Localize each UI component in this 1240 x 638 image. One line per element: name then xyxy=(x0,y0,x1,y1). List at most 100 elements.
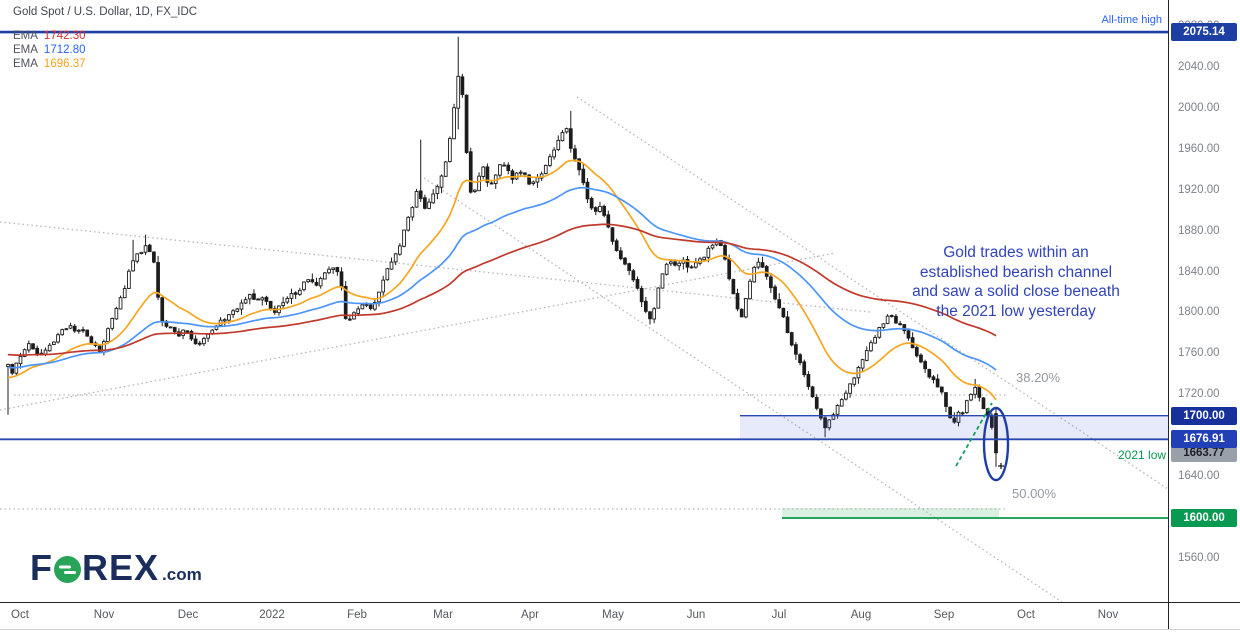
candle-body xyxy=(381,279,386,293)
candle-body xyxy=(635,279,640,289)
candle-body xyxy=(577,158,581,171)
month-label-Mar: Mar xyxy=(433,609,453,621)
candle-body xyxy=(22,349,27,357)
price-badge-1700.00: 1700.00 xyxy=(1171,406,1237,425)
candle-body xyxy=(360,304,365,310)
candle-body xyxy=(919,354,923,363)
candle-body xyxy=(964,400,969,414)
candle-body xyxy=(744,298,748,318)
ema-legend-row[interactable]: EMA 1742.30 xyxy=(13,30,86,42)
candle-body xyxy=(118,297,123,310)
candle-body xyxy=(252,293,256,300)
candlestick-series xyxy=(6,36,998,467)
month-label-Nov: Nov xyxy=(93,609,115,621)
candle-body xyxy=(952,417,957,423)
channel-trendline[interactable] xyxy=(423,177,1063,602)
candle-body xyxy=(894,315,898,324)
candle-body xyxy=(527,174,531,185)
candle-body xyxy=(873,337,877,344)
month-label-2022: 2022 xyxy=(259,609,285,621)
ema-line-20[interactable] xyxy=(7,159,997,401)
candle-body xyxy=(356,308,361,314)
candle-body xyxy=(172,327,177,333)
support-target-zone[interactable] xyxy=(782,508,999,518)
candle-body xyxy=(143,245,148,253)
candle-body xyxy=(452,107,456,140)
candle-body xyxy=(6,364,10,367)
price-badge-2075.14: 2075.14 xyxy=(1171,23,1237,42)
ema-line-100[interactable] xyxy=(7,223,997,356)
price-axis[interactable]: 2080.002040.002000.001960.001920.001880.… xyxy=(1169,0,1240,629)
candle-body xyxy=(364,304,369,307)
candle-body xyxy=(243,299,248,304)
candle-body xyxy=(281,302,285,306)
candle-body xyxy=(898,323,902,326)
green-dashed-trendline[interactable] xyxy=(955,402,993,467)
candle-body xyxy=(606,214,611,228)
channel-trendline[interactable] xyxy=(0,252,836,411)
price-tick-label: 1640.00 xyxy=(1178,470,1220,483)
candle-body xyxy=(523,172,527,175)
candle-body xyxy=(502,164,506,167)
highlight-ellipse[interactable] xyxy=(982,406,1010,482)
candle-body xyxy=(760,262,765,268)
candle-body xyxy=(656,287,661,309)
candle-body xyxy=(435,186,440,194)
candle-body xyxy=(110,318,115,329)
candle-body xyxy=(723,244,727,260)
candle-body xyxy=(368,304,373,309)
candle-body xyxy=(960,412,965,415)
ema-value-100: 1742.30 xyxy=(43,30,86,42)
candle-body xyxy=(602,205,606,216)
time-axis[interactable]: Oct Nov Dec 2022 Feb Mar Apr May Jun Jul Aug Sep Oct… xyxy=(0,603,1168,629)
candle-body xyxy=(814,397,819,409)
candle-body xyxy=(293,292,298,295)
candle-body xyxy=(335,267,340,273)
candle-body xyxy=(823,417,827,429)
candle-body xyxy=(902,324,907,332)
candle-body xyxy=(485,166,490,183)
candle-body xyxy=(131,260,135,272)
logo-text-f: F xyxy=(30,547,53,588)
price-badge-1600.00: 1600.00 xyxy=(1171,508,1237,527)
candle-body xyxy=(977,386,982,398)
annotation-note[interactable]: Gold trades within an established bearis… xyxy=(878,243,1154,321)
candle-body xyxy=(122,288,127,299)
candle-body xyxy=(202,338,206,345)
ema-legend-row[interactable]: EMA 1696.37 xyxy=(13,58,86,70)
ema-value-50: 1712.80 xyxy=(43,44,86,56)
candle-body xyxy=(443,161,448,177)
price-badge-1676.91: 1676.91 xyxy=(1171,430,1237,449)
price-tick-label: 1800.00 xyxy=(1178,306,1220,319)
month-label-Feb: Feb xyxy=(347,609,367,621)
price-tick-label: 2000.00 xyxy=(1178,101,1220,114)
price-tick-label: 2040.00 xyxy=(1178,61,1220,73)
candle-body xyxy=(139,251,144,255)
candle-body xyxy=(373,302,377,310)
breakdown-zone[interactable] xyxy=(740,415,1168,440)
candle-body xyxy=(668,261,673,265)
candle-body xyxy=(810,386,815,398)
candle-body xyxy=(693,262,698,268)
candle-body xyxy=(506,164,511,171)
ema-line-50[interactable] xyxy=(7,186,997,371)
candle-body xyxy=(731,278,736,295)
candle-body xyxy=(114,308,119,320)
candle-body xyxy=(168,326,173,329)
candle-body xyxy=(881,323,886,328)
candle-body xyxy=(97,345,102,352)
candle-body xyxy=(156,262,160,298)
channel-trendline[interactable] xyxy=(0,221,871,313)
candle-body xyxy=(948,406,952,419)
channel-trendline[interactable] xyxy=(576,96,1168,490)
plot-area[interactable] xyxy=(0,30,1168,602)
candle-body xyxy=(648,311,652,320)
ema-label: EMA xyxy=(13,58,38,70)
candle-body xyxy=(673,261,677,266)
ema-legend-row[interactable]: EMA 1712.80 xyxy=(13,44,86,56)
ema-value-20: 1696.37 xyxy=(43,58,86,70)
candle-body xyxy=(414,191,419,208)
month-label-Oct: Oct xyxy=(11,609,29,621)
candle-body xyxy=(468,151,473,193)
